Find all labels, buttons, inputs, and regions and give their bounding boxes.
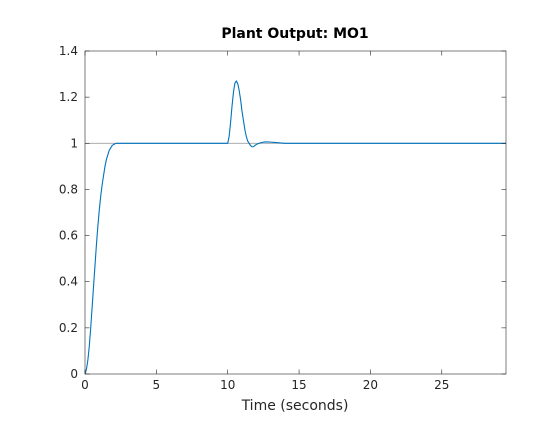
x-tick-label: 10	[220, 378, 235, 392]
x-tick-label: 0	[81, 378, 89, 392]
y-tick-label: 1.4	[59, 44, 78, 58]
x-tick-label: 20	[363, 378, 378, 392]
y-tick-label: 1.2	[59, 90, 78, 104]
axes-layer: 0 5 10 15 20 25 0 0.2 0.4 0.6 0.8 1 1.2 1.4	[59, 44, 507, 392]
chart-title: Plant Output: MO1	[221, 26, 368, 42]
x-tick-label: 25	[434, 378, 449, 392]
x-axis-label: Time (seconds)	[241, 398, 349, 414]
y-tick-label: 1	[70, 136, 78, 150]
series-line-output	[84, 79, 506, 375]
y-tick-label: 0	[70, 367, 78, 381]
y-tick-label: 0.8	[59, 182, 78, 196]
series-layer	[84, 79, 506, 375]
x-tick-label: 5	[153, 378, 161, 392]
axes-box	[84, 50, 507, 375]
y-tick-label: 0.6	[59, 229, 78, 243]
y-tick-label: 0.4	[59, 275, 78, 289]
y-tick-label: 0.2	[59, 321, 78, 335]
x-tick-label: 15	[291, 378, 306, 392]
